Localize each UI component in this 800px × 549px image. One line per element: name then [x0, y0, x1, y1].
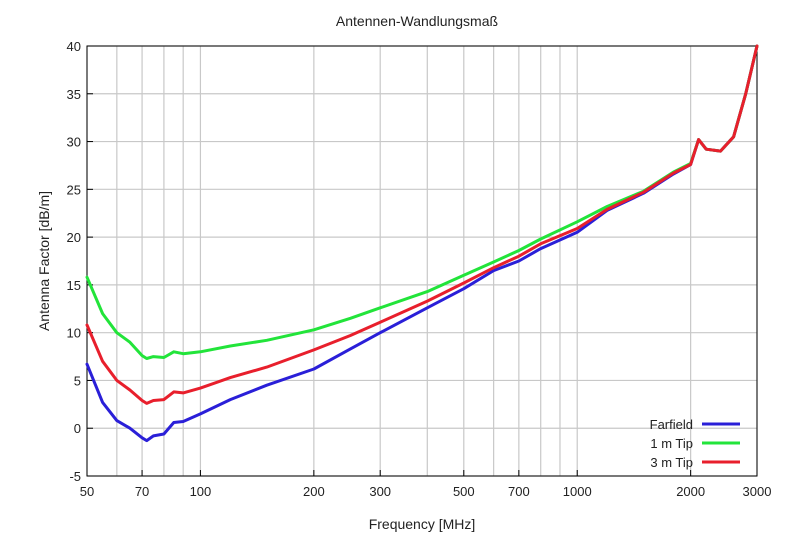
y-axis-ticks: -5 0 5 10 15 20 25 30 35 40 [67, 39, 93, 484]
x-tick-label: 100 [190, 484, 212, 499]
x-tick-label: 3000 [743, 484, 772, 499]
y-tick-label: 30 [67, 135, 81, 150]
y-tick-label: 10 [67, 326, 81, 341]
y-tick-label: 35 [67, 87, 81, 102]
y-tick-label: 15 [67, 278, 81, 293]
series-line-3-m-tip [85, 44, 759, 405]
x-tick-label: 1000 [563, 484, 592, 499]
x-tick-label: 50 [80, 484, 94, 499]
y-tick-label: 40 [67, 39, 81, 54]
legend-label: 3 m Tip [650, 455, 693, 470]
legend-label: 1 m Tip [650, 436, 693, 451]
y-tick-label: -5 [69, 469, 81, 484]
x-tick-label: 300 [369, 484, 391, 499]
series-line-farfield [85, 44, 759, 443]
y-axis-label: Antenna Factor [dB/m] [36, 191, 52, 331]
x-tick-label: 70 [135, 484, 149, 499]
legend-label: Farfield [650, 417, 693, 432]
series-lines [85, 44, 759, 443]
legend: Farfield 1 m Tip 3 m Tip [650, 417, 740, 470]
y-tick-label: 20 [67, 230, 81, 245]
plot-frame [86, 45, 758, 477]
x-tick-label: 700 [508, 484, 530, 499]
x-tick-label: 200 [303, 484, 325, 499]
x-axis-label: Frequency [MHz] [369, 516, 476, 532]
y-tick-label: 25 [67, 182, 81, 197]
chart-title: Antennen-Wandlungsmaß [336, 13, 498, 29]
x-tick-label: 2000 [676, 484, 705, 499]
grid [86, 45, 758, 477]
x-tick-label: 500 [453, 484, 475, 499]
x-axis-ticks: 50 70 100 200 300 500 700 1000 2000 3000 [80, 470, 772, 499]
y-tick-label: 5 [74, 373, 81, 388]
y-tick-label: 0 [74, 421, 81, 436]
